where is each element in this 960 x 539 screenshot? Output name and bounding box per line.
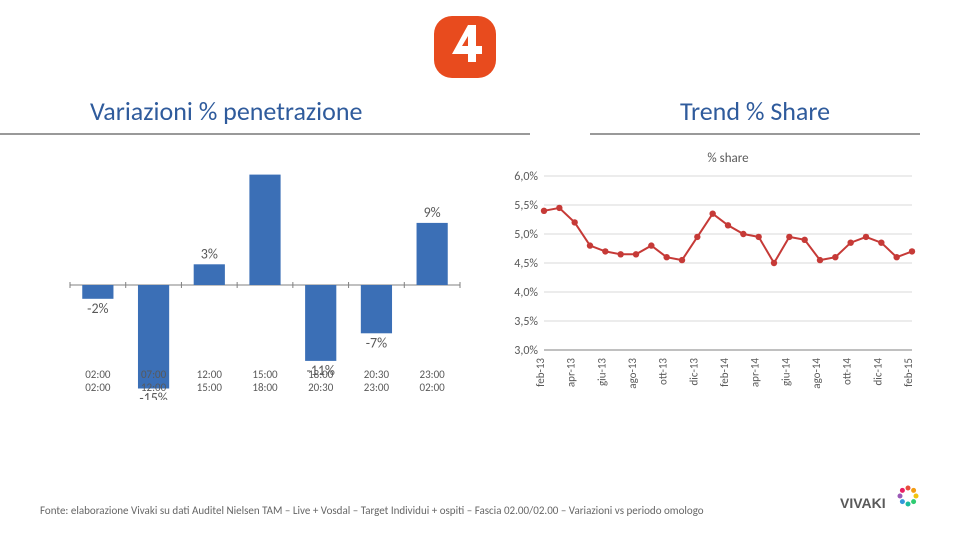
x-axis-label: apr-14	[749, 358, 762, 388]
line-marker	[740, 231, 746, 237]
line-marker	[663, 254, 669, 260]
line-marker	[617, 251, 623, 257]
line-marker	[679, 257, 685, 263]
bar-category-label: 12:00	[141, 381, 167, 394]
bar-category-label: 12:00	[197, 368, 223, 381]
line-marker	[725, 222, 731, 228]
bar	[194, 264, 225, 285]
bar-category-label: 20:30	[308, 381, 334, 394]
bar-category-label: 18:00	[252, 381, 278, 394]
bar	[305, 285, 336, 361]
line-series	[544, 208, 912, 263]
bar-value-label: 16%	[253, 170, 277, 173]
bar	[249, 175, 280, 285]
x-axis-label: ago-13	[626, 358, 639, 389]
title-right-text: Trend % Share	[680, 95, 830, 133]
footer-source: Fonte: elaborazione Vivaki su dati Audit…	[40, 504, 704, 517]
title-right: Trend % Share	[590, 95, 920, 135]
line-marker	[602, 248, 608, 254]
line-marker	[571, 219, 577, 225]
x-axis-label: ago-14	[810, 358, 823, 389]
x-axis-label: dic-13	[687, 358, 700, 386]
line-marker	[801, 237, 807, 243]
line-marker	[863, 234, 869, 240]
x-axis-label: ott-13	[657, 358, 670, 385]
y-axis-label: 5,5%	[514, 199, 538, 213]
line-marker	[541, 208, 547, 214]
line-marker	[786, 234, 792, 240]
x-axis-label: giu-13	[595, 358, 608, 386]
y-axis-label: 5,0%	[514, 228, 538, 242]
svg-text:VIVAKI: VIVAKI	[840, 495, 886, 511]
vivaki-logo: VIVAKI	[840, 484, 930, 521]
bar-category-label: 02:00	[85, 368, 111, 381]
x-axis-label: apr-13	[565, 358, 578, 388]
bar	[417, 223, 448, 285]
bar-value-label: -2%	[87, 300, 108, 317]
bar-category-label: 20:30	[364, 368, 390, 381]
bar	[82, 285, 113, 299]
bar	[361, 285, 392, 333]
x-axis-label: dic-14	[871, 358, 884, 386]
bar-category-label: 23:00	[364, 381, 390, 394]
line-chart: % share6,0%5,5%5,0%4,5%4,0%3,5%3,0%feb-1…	[500, 148, 920, 408]
line-marker	[909, 248, 915, 254]
y-axis-label: 3,5%	[514, 315, 538, 329]
x-axis-label: feb-15	[902, 358, 915, 387]
channel-logo	[424, 10, 506, 93]
x-axis-label: giu-14	[779, 358, 792, 386]
line-marker	[709, 211, 715, 217]
line-marker	[755, 234, 761, 240]
line-marker	[694, 234, 700, 240]
bar-category-label: 23:00	[420, 368, 446, 381]
line-legend: % share	[707, 151, 748, 166]
line-marker	[832, 254, 838, 260]
bar-category-label: 15:00	[197, 381, 223, 394]
bar-value-label: -7%	[366, 334, 387, 351]
line-marker	[556, 205, 562, 211]
x-axis-label: ott-14	[841, 358, 854, 385]
y-axis-label: 3,0%	[514, 344, 538, 358]
title-left-text: Variazioni % penetrazione	[90, 95, 362, 133]
y-axis-label: 6,0%	[514, 170, 538, 184]
bar-category-label: 02:00	[420, 381, 446, 394]
bar-value-label: 9%	[424, 204, 441, 221]
line-marker	[847, 240, 853, 246]
bar-category-label: 02:00	[85, 381, 111, 394]
line-marker	[893, 254, 899, 260]
bar-category-label: 18:00	[308, 368, 334, 381]
y-axis-label: 4,5%	[514, 257, 538, 271]
bar-category-label: 07:00	[141, 368, 167, 381]
x-axis-label: feb-14	[718, 358, 731, 387]
x-axis-label: feb-13	[534, 358, 547, 387]
line-marker	[587, 242, 593, 248]
bar-category-label: 15:00	[252, 368, 278, 381]
line-marker	[771, 260, 777, 266]
line-marker	[817, 257, 823, 263]
title-left: Variazioni % penetrazione	[0, 95, 530, 135]
line-marker	[648, 242, 654, 248]
line-marker	[633, 251, 639, 257]
bar-value-label: 3%	[201, 245, 218, 262]
line-marker	[878, 240, 884, 246]
y-axis-label: 4,0%	[514, 286, 538, 300]
bar-chart: -2%02:0002:00-15%07:0012:003%12:0015:001…	[60, 170, 470, 400]
